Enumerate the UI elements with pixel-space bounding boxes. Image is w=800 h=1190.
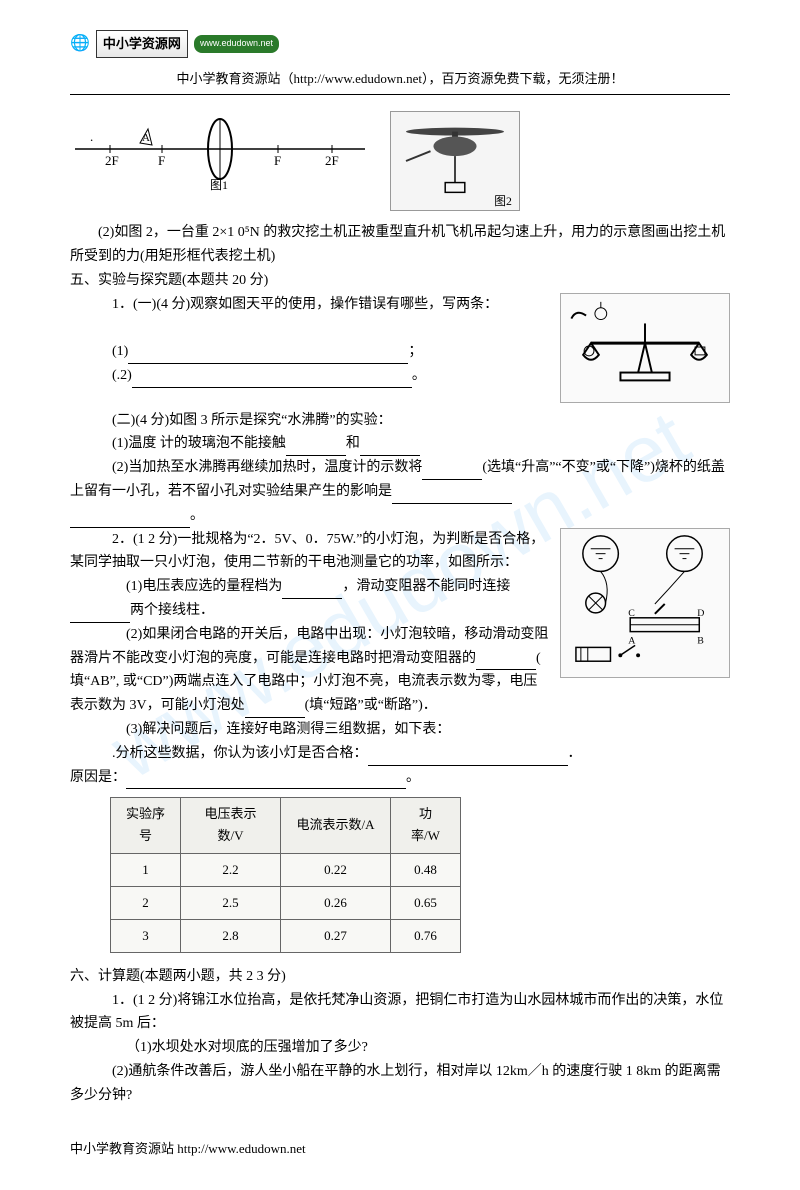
table-header: 电压表示数/V (181, 798, 281, 853)
lens-diagram-svg: 2F . F A F 2F 图1 (70, 111, 370, 191)
table-cell: 0.22 (281, 853, 391, 886)
table-row: 32.80.270.76 (111, 919, 461, 952)
blank-input[interactable] (245, 701, 305, 718)
q5-2-3b: .分析这些数据，你认为该小灯是否合格：． (70, 742, 730, 766)
svg-text:.: . (90, 129, 93, 144)
globe-icon: 🌐 (70, 30, 90, 57)
q5-1b-2: (2)当加热至水沸腾再继续加热时，温度计的示数将(选填“升高”“不变”或“下降”… (70, 456, 730, 504)
svg-text:D: D (697, 607, 704, 618)
blank-input[interactable] (282, 582, 342, 599)
q5-1b-intro: (二)(4 分)如图 3 所示是探究“水沸腾”的实验： (70, 409, 730, 433)
table-cell: 3 (111, 919, 181, 952)
logo-text: 中小学资源网 (96, 30, 188, 58)
blank-input[interactable] (70, 606, 130, 623)
label-2f-right: 2F (325, 153, 339, 168)
blank-input[interactable] (286, 439, 346, 456)
q6-1-intro: 1．(1 2 分)将锦江水位抬高，是依托梵净山资源，把铜仁市打造为山水园林城市而… (70, 989, 730, 1037)
table-row: 22.50.260.65 (111, 886, 461, 919)
svg-text:A: A (628, 635, 636, 646)
table-cell: 0.27 (281, 919, 391, 952)
svg-text:B: B (697, 635, 704, 646)
figure-circuit: C D A B (560, 528, 730, 678)
table-cell: 0.48 (391, 853, 461, 886)
svg-text:A: A (142, 132, 150, 144)
q5-1b-1: (1)温度 计的玻璃泡不能接触和 (70, 432, 730, 456)
table-cell: 1 (111, 853, 181, 886)
page-footer: 中小学教育资源站 http://www.edudown.net (70, 1138, 730, 1160)
blank-input[interactable] (126, 773, 406, 790)
table-header: 功率/W (391, 798, 461, 853)
blank-input[interactable] (422, 463, 482, 480)
svg-text:C: C (628, 607, 635, 618)
q6-1-2: (2)通航条件改善后，游人坐小船在平静的水上划行，相对岸以 12km／h 的速度… (70, 1060, 730, 1108)
site-logo: 🌐 中小学资源网 www.edudown.net (70, 30, 730, 58)
label-2f-left: 2F (105, 153, 119, 168)
blank-input[interactable] (392, 487, 512, 504)
q5-1b-2-end: 。 (70, 504, 730, 528)
blank-input[interactable] (128, 347, 408, 364)
table-cell: 2.8 (181, 919, 281, 952)
page-header: 中小学教育资源站（http://www.edudown.net），百万资源免费下… (70, 62, 730, 95)
q2-2-text: (2)如图 2，一台重 2×1 0⁵N 的救灾挖土机正被重型直升机飞机吊起匀速上… (70, 221, 730, 269)
table-cell: 0.65 (391, 886, 461, 919)
table-cell: 2 (111, 886, 181, 919)
label-f-left: F (158, 153, 165, 168)
table-cell: 2.5 (181, 886, 281, 919)
fig2-caption: 图2 (494, 195, 512, 208)
figure-2-helicopter: 图2 (390, 111, 520, 211)
figures-row: 2F . F A F 2F 图1 图2 (70, 111, 730, 211)
blank-input[interactable] (368, 749, 568, 766)
table-cell: 0.76 (391, 919, 461, 952)
q5-2-3d: 原因是：。 (70, 766, 730, 790)
table-header: 电流表示数/A (281, 798, 391, 853)
experiment-data-table: 实验序号电压表示数/V电流表示数/A功率/W 12.20.220.4822.50… (110, 797, 461, 952)
table-header: 实验序号 (111, 798, 181, 853)
figure-balance (560, 293, 730, 403)
blank-input[interactable] (132, 371, 412, 388)
blank-input[interactable] (70, 511, 190, 528)
table-row: 12.20.220.48 (111, 853, 461, 886)
q5-2-3a: (3)解决问题后，连接好电路测得三组数据，如下表： (70, 718, 730, 742)
table-cell: 2.2 (181, 853, 281, 886)
fig1-caption: 图1 (210, 178, 228, 191)
logo-url-badge: www.edudown.net (194, 35, 279, 53)
figure-1-lens: 2F . F A F 2F 图1 (70, 111, 370, 191)
section-5-title: 五、实验与探究题(本题共 20 分) (70, 269, 730, 293)
table-cell: 0.26 (281, 886, 391, 919)
blank-input[interactable] (360, 439, 420, 456)
blank-input[interactable] (476, 654, 536, 671)
label-f-right: F (274, 153, 281, 168)
section-6-title: 六、计算题(本题两小题，共 2 3 分) (70, 965, 730, 989)
q6-1-1: （1)水坝处水对坝底的压强增加了多少? (70, 1036, 730, 1060)
